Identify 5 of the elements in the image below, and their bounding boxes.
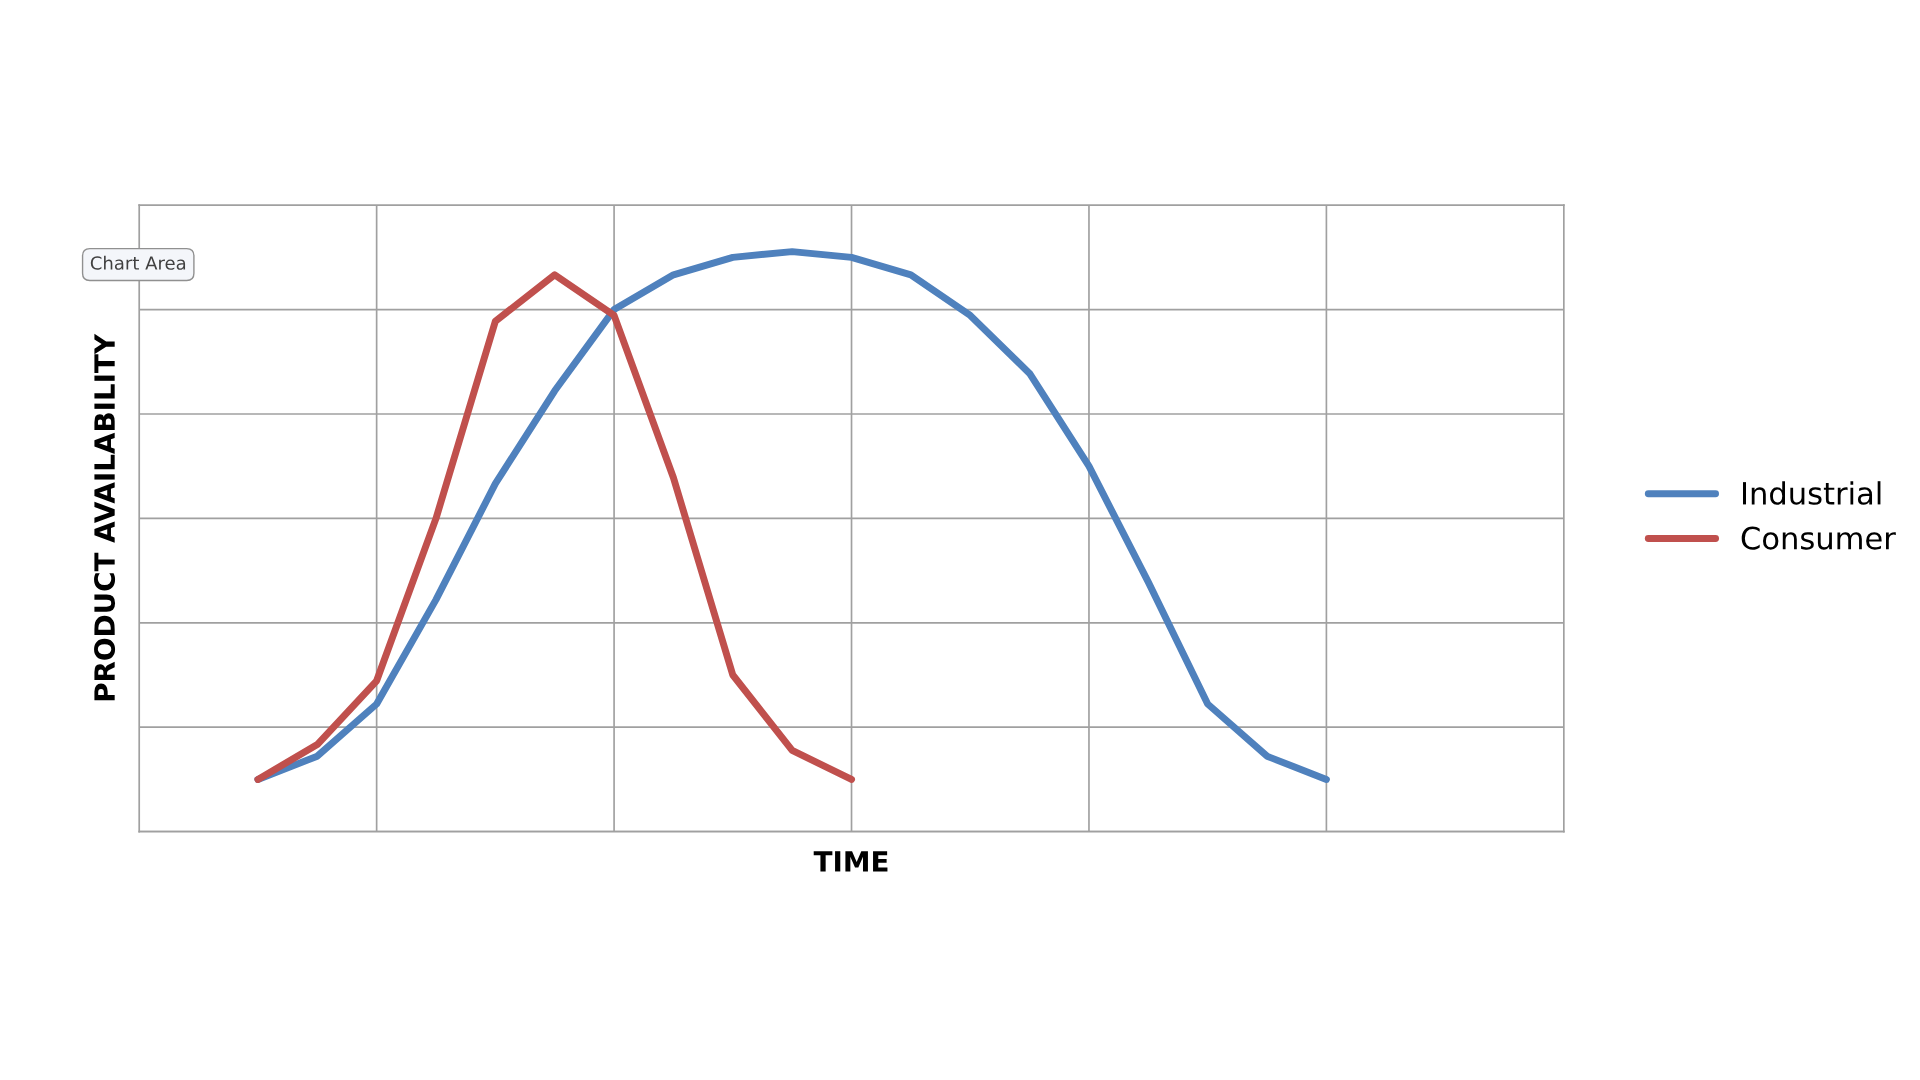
y-axis-title: PRODUCT AVAILABILITY <box>94 333 116 701</box>
text: Chart Area <box>90 255 186 270</box>
legend-label: Consumer <box>1741 526 1896 550</box>
legend-label: Industrial <box>1742 481 1881 505</box>
x-axis-title: TIME <box>813 851 888 872</box>
